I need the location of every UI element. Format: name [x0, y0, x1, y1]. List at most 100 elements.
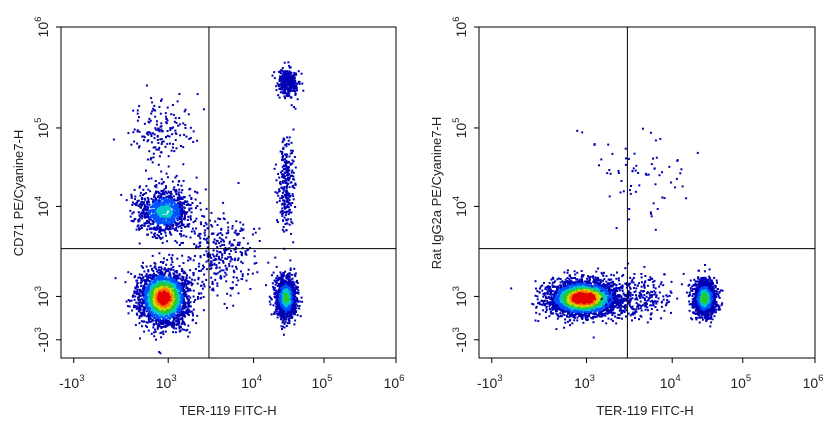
- event-dot: [151, 200, 154, 203]
- event-dot: [146, 275, 149, 278]
- event-dot: [138, 130, 141, 133]
- event-dot: [153, 313, 156, 316]
- event-dot: [172, 201, 175, 204]
- event-dot: [179, 277, 182, 280]
- event-dot: [163, 287, 166, 290]
- event-dot: [179, 314, 182, 316]
- event-dot: [159, 308, 162, 311]
- event-dot: [268, 300, 271, 303]
- event-dot: [172, 223, 175, 226]
- event-dot: [184, 303, 187, 306]
- event-dot: [158, 229, 161, 232]
- event-dot: [270, 298, 273, 301]
- event-dot: [183, 328, 186, 331]
- event-dot: [136, 130, 139, 133]
- event-dot: [163, 308, 166, 311]
- event-dot: [200, 292, 203, 295]
- event-dot: [178, 273, 181, 275]
- event-dot: [155, 293, 158, 296]
- event-dot: [152, 208, 155, 211]
- event-dot: [142, 308, 145, 311]
- event-dot: [166, 195, 169, 198]
- event-dot: [194, 219, 197, 222]
- event-dot: [165, 283, 168, 286]
- event-dot: [145, 84, 148, 87]
- event-dot: [189, 301, 192, 304]
- event-dot: [163, 311, 166, 314]
- event-dot: [182, 209, 185, 212]
- event-dot: [287, 292, 290, 295]
- event-dot: [156, 291, 159, 294]
- event-dot: [150, 97, 153, 100]
- event-dot: [157, 163, 160, 166]
- event-dot: [289, 280, 292, 282]
- event-dot: [179, 310, 182, 312]
- event-dot: [151, 206, 154, 209]
- event-dot: [172, 304, 175, 307]
- event-dot: [169, 127, 172, 129]
- event-dot: [175, 293, 178, 296]
- event-dot: [175, 278, 178, 281]
- event-dot: [165, 172, 168, 175]
- event-dot: [165, 117, 168, 120]
- event-dot: [153, 261, 156, 264]
- event-dot: [140, 277, 143, 280]
- event-dot: [172, 195, 175, 198]
- event-dot: [184, 284, 187, 286]
- event-dot: [143, 270, 146, 273]
- event-dot: [135, 228, 138, 231]
- event-dot: [155, 211, 158, 213]
- event-dot: [142, 291, 145, 294]
- event-dot: [147, 319, 150, 322]
- event-dot: [275, 281, 278, 284]
- event-dot: [120, 193, 123, 196]
- event-dot: [154, 109, 157, 112]
- event-dot: [139, 225, 142, 227]
- event-dot: [169, 290, 172, 293]
- event-dot: [153, 196, 156, 199]
- event-dot: [189, 137, 192, 139]
- event-dot: [180, 289, 183, 292]
- event-dot: [157, 211, 160, 214]
- event-dot: [192, 221, 195, 224]
- event-dot: [180, 286, 183, 289]
- event-dot: [295, 285, 298, 288]
- event-dot: [274, 302, 277, 304]
- event-dot: [288, 284, 291, 287]
- event-dot: [136, 313, 139, 316]
- event-dot: [177, 276, 180, 279]
- event-dot: [283, 295, 286, 297]
- event-dot: [184, 108, 187, 111]
- event-dot: [176, 309, 179, 312]
- event-dot: [179, 215, 182, 218]
- event-dot: [177, 210, 180, 212]
- event-dot: [182, 301, 185, 304]
- event-dot: [160, 196, 163, 198]
- event-dot: [150, 287, 153, 290]
- event-dot: [147, 198, 150, 201]
- event-dot: [140, 314, 143, 317]
- event-dot: [151, 290, 154, 292]
- event-dot: [169, 307, 172, 310]
- event-dot: [166, 311, 169, 314]
- event-dot: [166, 303, 169, 306]
- event-dot: [278, 303, 281, 306]
- event-dot: [191, 312, 194, 315]
- event-dot: [159, 222, 162, 225]
- event-dot: [159, 204, 162, 207]
- event-dot: [288, 289, 291, 292]
- event-dot: [279, 271, 282, 274]
- event-dot: [156, 297, 159, 300]
- event-dot: [283, 274, 286, 277]
- event-dot: [151, 161, 154, 164]
- event-dot: [199, 221, 202, 224]
- event-dot: [159, 200, 161, 202]
- event-dot: [196, 191, 199, 194]
- event-dot: [139, 308, 142, 311]
- event-dot: [171, 104, 174, 106]
- event-dot: [180, 295, 183, 298]
- event-dot: [160, 310, 163, 313]
- event-dot: [164, 326, 167, 328]
- event-dot: [158, 219, 161, 222]
- event-dot: [150, 311, 153, 314]
